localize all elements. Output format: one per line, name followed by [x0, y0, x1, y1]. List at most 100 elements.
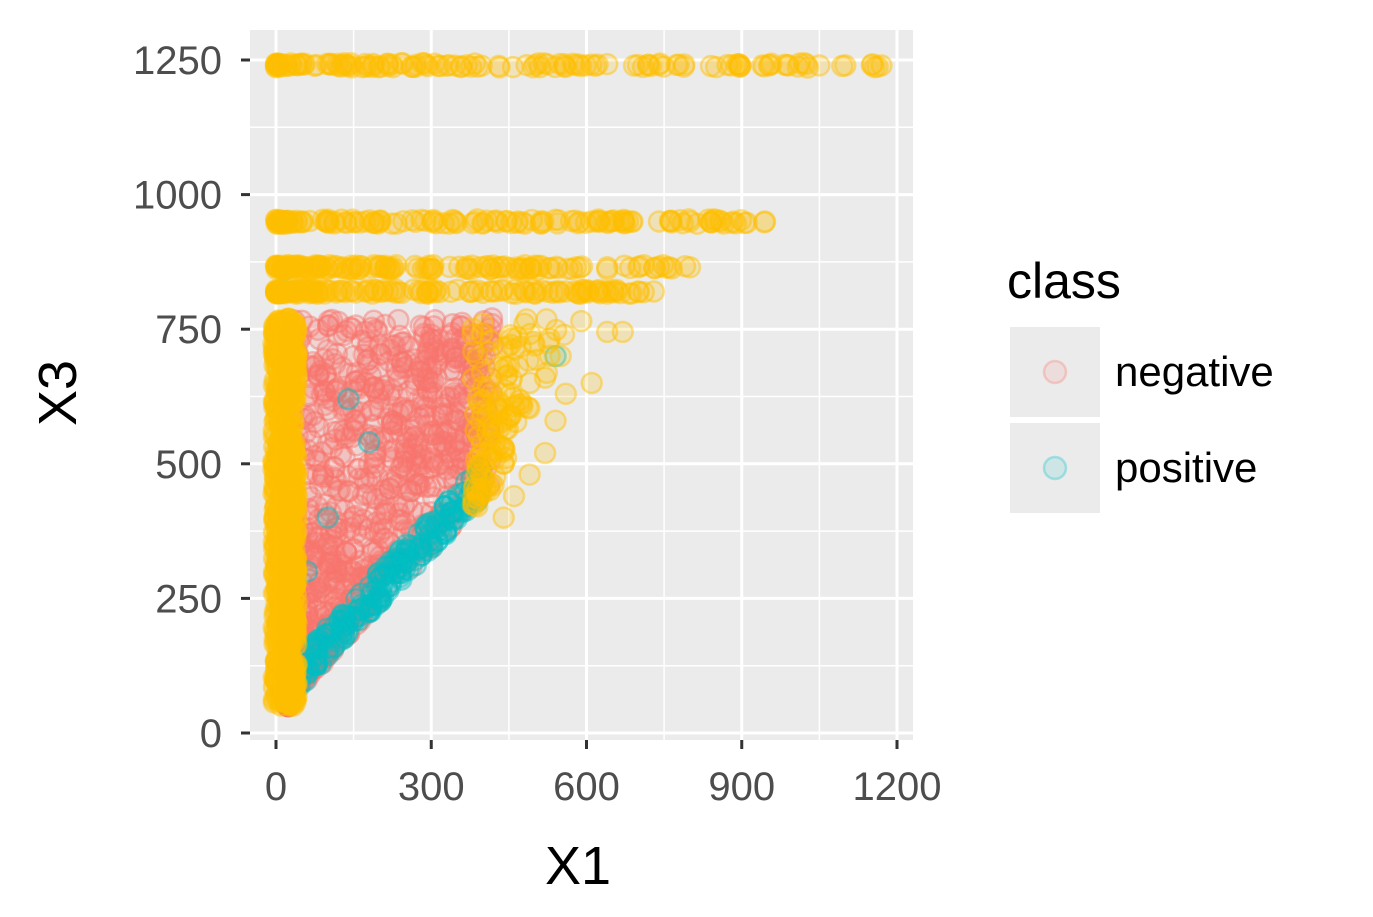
data-point-negative [428, 503, 452, 526]
data-point-highlight [533, 366, 557, 389]
data-point-negative [300, 655, 324, 679]
data-point-negative [436, 484, 459, 508]
data-point-negative [352, 343, 376, 366]
data-point-negative [277, 688, 300, 712]
data-point-negative [393, 519, 416, 542]
data-point-negative [312, 462, 335, 485]
data-point-negative [372, 527, 395, 550]
data-point-negative [289, 663, 312, 687]
data-point-negative [361, 487, 384, 510]
data-point-band [422, 253, 445, 277]
data-point-negative [330, 595, 353, 619]
data-point-highlight [492, 452, 515, 476]
data-point-negative [333, 598, 357, 622]
data-point-negative [275, 466, 298, 489]
data-point-negative [282, 620, 306, 643]
data-point-negative [421, 423, 445, 447]
data-point-negative [374, 499, 397, 522]
data-point-negative [468, 456, 491, 479]
y-axis-ticks: 0 250 500 750 1000 1250 [133, 39, 250, 756]
data-point-negative [375, 575, 399, 599]
data-point-negative [355, 594, 379, 617]
data-point-band [424, 278, 448, 302]
data-point-negative [291, 618, 315, 641]
data-point-negative [416, 368, 440, 392]
data-point-negative [304, 588, 328, 612]
data-point-negative [350, 329, 373, 352]
data-point-negative [282, 680, 305, 703]
data-point-negative [301, 579, 325, 603]
data-point-negative [385, 495, 409, 518]
data-point-negative [285, 354, 309, 378]
data-point-negative [406, 436, 429, 460]
data-point-negative [381, 448, 405, 472]
data-point-negative [364, 428, 388, 452]
data-point-negative [337, 480, 361, 503]
data-point-negative [408, 355, 431, 379]
data-point-negative [400, 555, 423, 579]
data-point-negative [394, 355, 417, 379]
data-point-negative [287, 630, 310, 653]
data-point-negative [337, 621, 361, 645]
data-point-negative [326, 511, 349, 534]
data-point-negative [278, 681, 301, 704]
data-point-highlight [658, 256, 681, 279]
data-point-negative [453, 407, 477, 430]
data-point-negative [277, 689, 300, 712]
data-point-negative [314, 362, 337, 385]
data-point-negative [290, 635, 313, 659]
data-point-negative [392, 542, 415, 566]
data-point-negative [479, 447, 503, 471]
data-point-negative [406, 472, 430, 495]
data-point-negative [313, 532, 336, 555]
data-point-negative [341, 603, 364, 626]
data-point-negative [333, 498, 357, 522]
data-point-negative [463, 341, 486, 364]
data-point-negative [412, 540, 435, 564]
data-point-highlight [595, 256, 619, 279]
data-point-negative [406, 429, 430, 452]
data-point-band [367, 55, 391, 79]
data-point-negative [440, 502, 464, 525]
data-point-negative [440, 321, 464, 345]
data-point-negative [366, 558, 389, 581]
data-point-negative [296, 438, 319, 462]
data-point-negative [302, 546, 325, 570]
data-point-band [471, 212, 494, 235]
data-point-negative [378, 468, 402, 492]
data-point-negative [281, 675, 304, 699]
data-point-negative [293, 659, 316, 682]
data-point-negative [458, 412, 481, 435]
data-point-negative [323, 466, 346, 489]
data-point-negative [392, 450, 416, 474]
data-point-negative [357, 452, 381, 476]
data-point-negative [306, 495, 329, 518]
data-point-negative [416, 380, 439, 403]
data-point-negative [376, 407, 399, 431]
data-point-negative [435, 506, 458, 530]
data-point-negative [289, 669, 312, 692]
data-point-negative [337, 599, 360, 622]
data-point-negative [449, 392, 472, 415]
data-point-negative [350, 565, 374, 589]
data-point-column [277, 582, 301, 605]
data-point-negative [422, 336, 446, 360]
data-point-negative [306, 580, 329, 604]
data-point-negative [331, 599, 355, 623]
data-point-negative [378, 338, 402, 361]
data-point-negative [390, 455, 414, 478]
data-point-negative [310, 440, 333, 464]
data-point-negative [279, 672, 303, 695]
data-point-negative [329, 592, 353, 615]
data-point-negative [369, 588, 392, 611]
data-point-negative [362, 413, 386, 437]
data-point-negative [352, 467, 376, 490]
data-point-negative [366, 562, 390, 586]
data-point-negative [316, 533, 340, 556]
data-point-negative [281, 650, 304, 674]
data-point-negative [306, 463, 329, 486]
data-point-negative [278, 448, 302, 471]
data-point-negative [296, 382, 320, 406]
data-point-negative [335, 541, 358, 565]
data-point-negative [276, 694, 299, 717]
